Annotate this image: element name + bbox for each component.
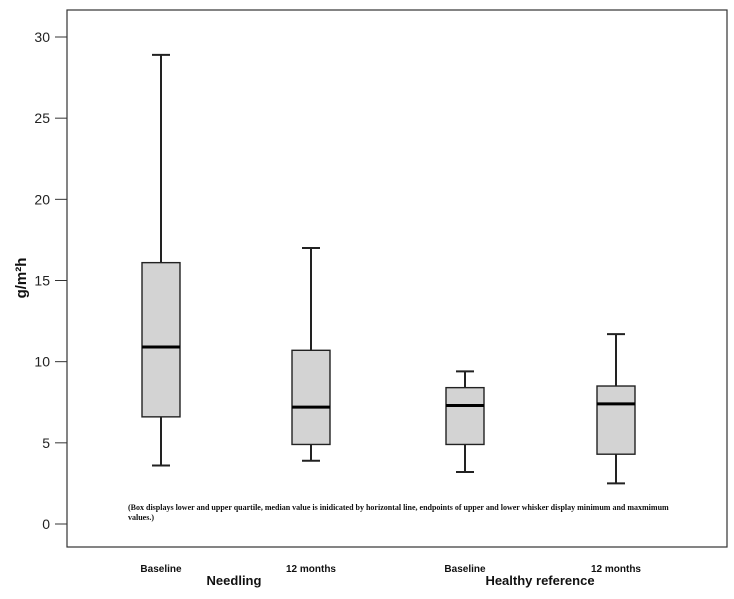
box-2 (291, 247, 331, 462)
category-label: 12 months (591, 564, 641, 575)
category-label: Baseline (140, 564, 182, 575)
chart-note: (Box displays lower and upper quartile, … (128, 503, 669, 522)
box-4 (596, 333, 636, 485)
category-label: Baseline (444, 564, 486, 575)
y-axis-label: g/m²h (13, 258, 30, 299)
y-tick-label: 10 (34, 354, 50, 370)
y-tick-label: 30 (34, 29, 50, 45)
iqr-box (445, 386, 485, 446)
group-label: Needling (207, 573, 262, 588)
y-tick-label: 15 (34, 273, 50, 289)
y-tick-label: 20 (34, 191, 50, 207)
boxes (141, 53, 636, 485)
box-1 (141, 53, 181, 467)
y-tick-label: 0 (42, 516, 50, 532)
category-label: 12 months (286, 564, 336, 575)
box-3 (445, 370, 485, 474)
y-tick-label: 25 (34, 110, 50, 126)
iqr-box (291, 349, 331, 446)
iqr-box (596, 385, 636, 455)
iqr-box (141, 261, 181, 418)
x-axis-labels: Baseline 12 months Baseline 12 months Needli… (140, 564, 641, 588)
y-axis: 0 5 10 15 20 25 30 (34, 29, 67, 532)
group-label: Healthy reference (485, 573, 594, 588)
y-tick-label: 5 (42, 435, 50, 451)
